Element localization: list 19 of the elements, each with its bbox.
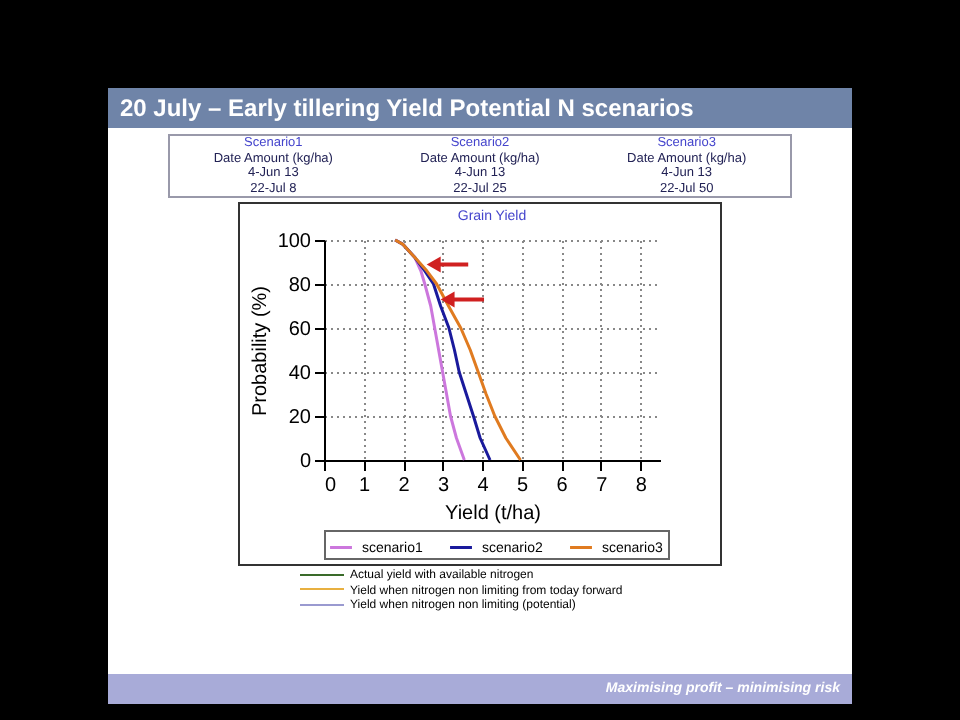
x-tick-label: 5 [517,475,530,497]
x-tick-label: 6 [556,475,569,497]
y-tick-label: 40 [288,363,312,385]
x-tick-label: 0 [325,475,337,497]
line-series [393,238,522,462]
x-tick-label: 7 [596,475,609,497]
x-tick-label: 3 [438,475,451,497]
chart-title: 20 July – Early tillering Yield Potential N scenarios [108,88,852,128]
y-tick-label: 100 [277,231,312,253]
x-axis-title: Yield (t/ha) [445,503,541,525]
y-tick-label: 60 [288,319,312,341]
x-tick-label: 2 [398,475,411,497]
y-axis-title: Probability (%) [249,285,272,417]
y-tick-label: 80 [288,275,312,297]
y-tick-label: 20 [288,407,312,429]
y-tick-label: 0 [299,451,312,473]
x-tick-label: 1 [358,475,371,497]
x-tick-label: 4 [477,475,490,497]
x-tick-label: 8 [635,475,648,497]
